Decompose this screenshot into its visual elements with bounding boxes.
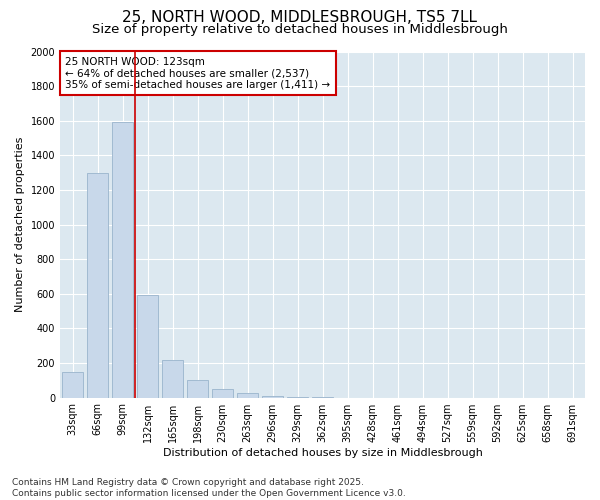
Bar: [162, 360, 183, 398]
Text: 25 NORTH WOOD: 123sqm
← 64% of detached houses are smaller (2,537)
35% of semi-d: 25 NORTH WOOD: 123sqm ← 64% of detached …: [65, 56, 331, 90]
Bar: [237, 394, 258, 398]
Bar: [62, 372, 83, 398]
X-axis label: Distribution of detached houses by size in Middlesbrough: Distribution of detached houses by size …: [163, 448, 482, 458]
Bar: [287, 396, 308, 398]
Bar: [262, 396, 283, 398]
Text: 25, NORTH WOOD, MIDDLESBROUGH, TS5 7LL: 25, NORTH WOOD, MIDDLESBROUGH, TS5 7LL: [122, 10, 478, 25]
Bar: [187, 380, 208, 398]
Bar: [137, 296, 158, 398]
Bar: [87, 172, 108, 398]
Bar: [212, 389, 233, 398]
Y-axis label: Number of detached properties: Number of detached properties: [15, 137, 25, 312]
Bar: [112, 122, 133, 398]
Text: Contains HM Land Registry data © Crown copyright and database right 2025.
Contai: Contains HM Land Registry data © Crown c…: [12, 478, 406, 498]
Text: Size of property relative to detached houses in Middlesbrough: Size of property relative to detached ho…: [92, 22, 508, 36]
